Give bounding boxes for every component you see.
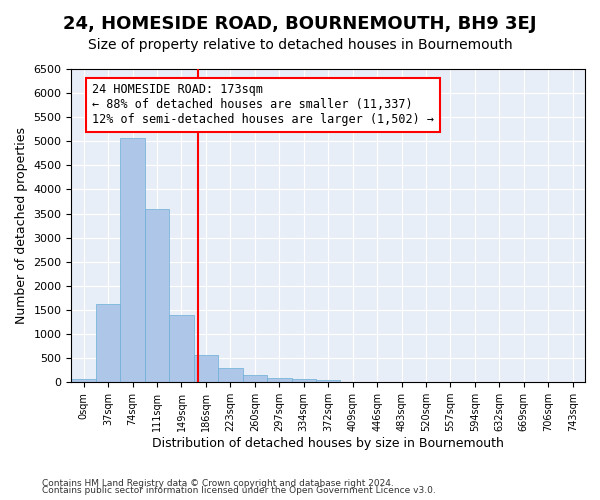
- Text: Contains public sector information licensed under the Open Government Licence v3: Contains public sector information licen…: [42, 486, 436, 495]
- Y-axis label: Number of detached properties: Number of detached properties: [15, 127, 28, 324]
- Bar: [292, 378, 316, 382]
- Text: Size of property relative to detached houses in Bournemouth: Size of property relative to detached ho…: [88, 38, 512, 52]
- Text: 24 HOMESIDE ROAD: 173sqm
← 88% of detached houses are smaller (11,337)
12% of se: 24 HOMESIDE ROAD: 173sqm ← 88% of detach…: [92, 84, 434, 126]
- Bar: [218, 368, 242, 382]
- Bar: [194, 354, 218, 382]
- Text: Contains HM Land Registry data © Crown copyright and database right 2024.: Contains HM Land Registry data © Crown c…: [42, 478, 394, 488]
- Text: 24, HOMESIDE ROAD, BOURNEMOUTH, BH9 3EJ: 24, HOMESIDE ROAD, BOURNEMOUTH, BH9 3EJ: [63, 15, 537, 33]
- Bar: [145, 208, 169, 382]
- Bar: [169, 315, 194, 382]
- Bar: [316, 380, 340, 382]
- Bar: [267, 378, 292, 382]
- Bar: [71, 378, 96, 382]
- X-axis label: Distribution of detached houses by size in Bournemouth: Distribution of detached houses by size …: [152, 437, 504, 450]
- Bar: [121, 138, 145, 382]
- Bar: [96, 304, 121, 382]
- Bar: [242, 375, 267, 382]
